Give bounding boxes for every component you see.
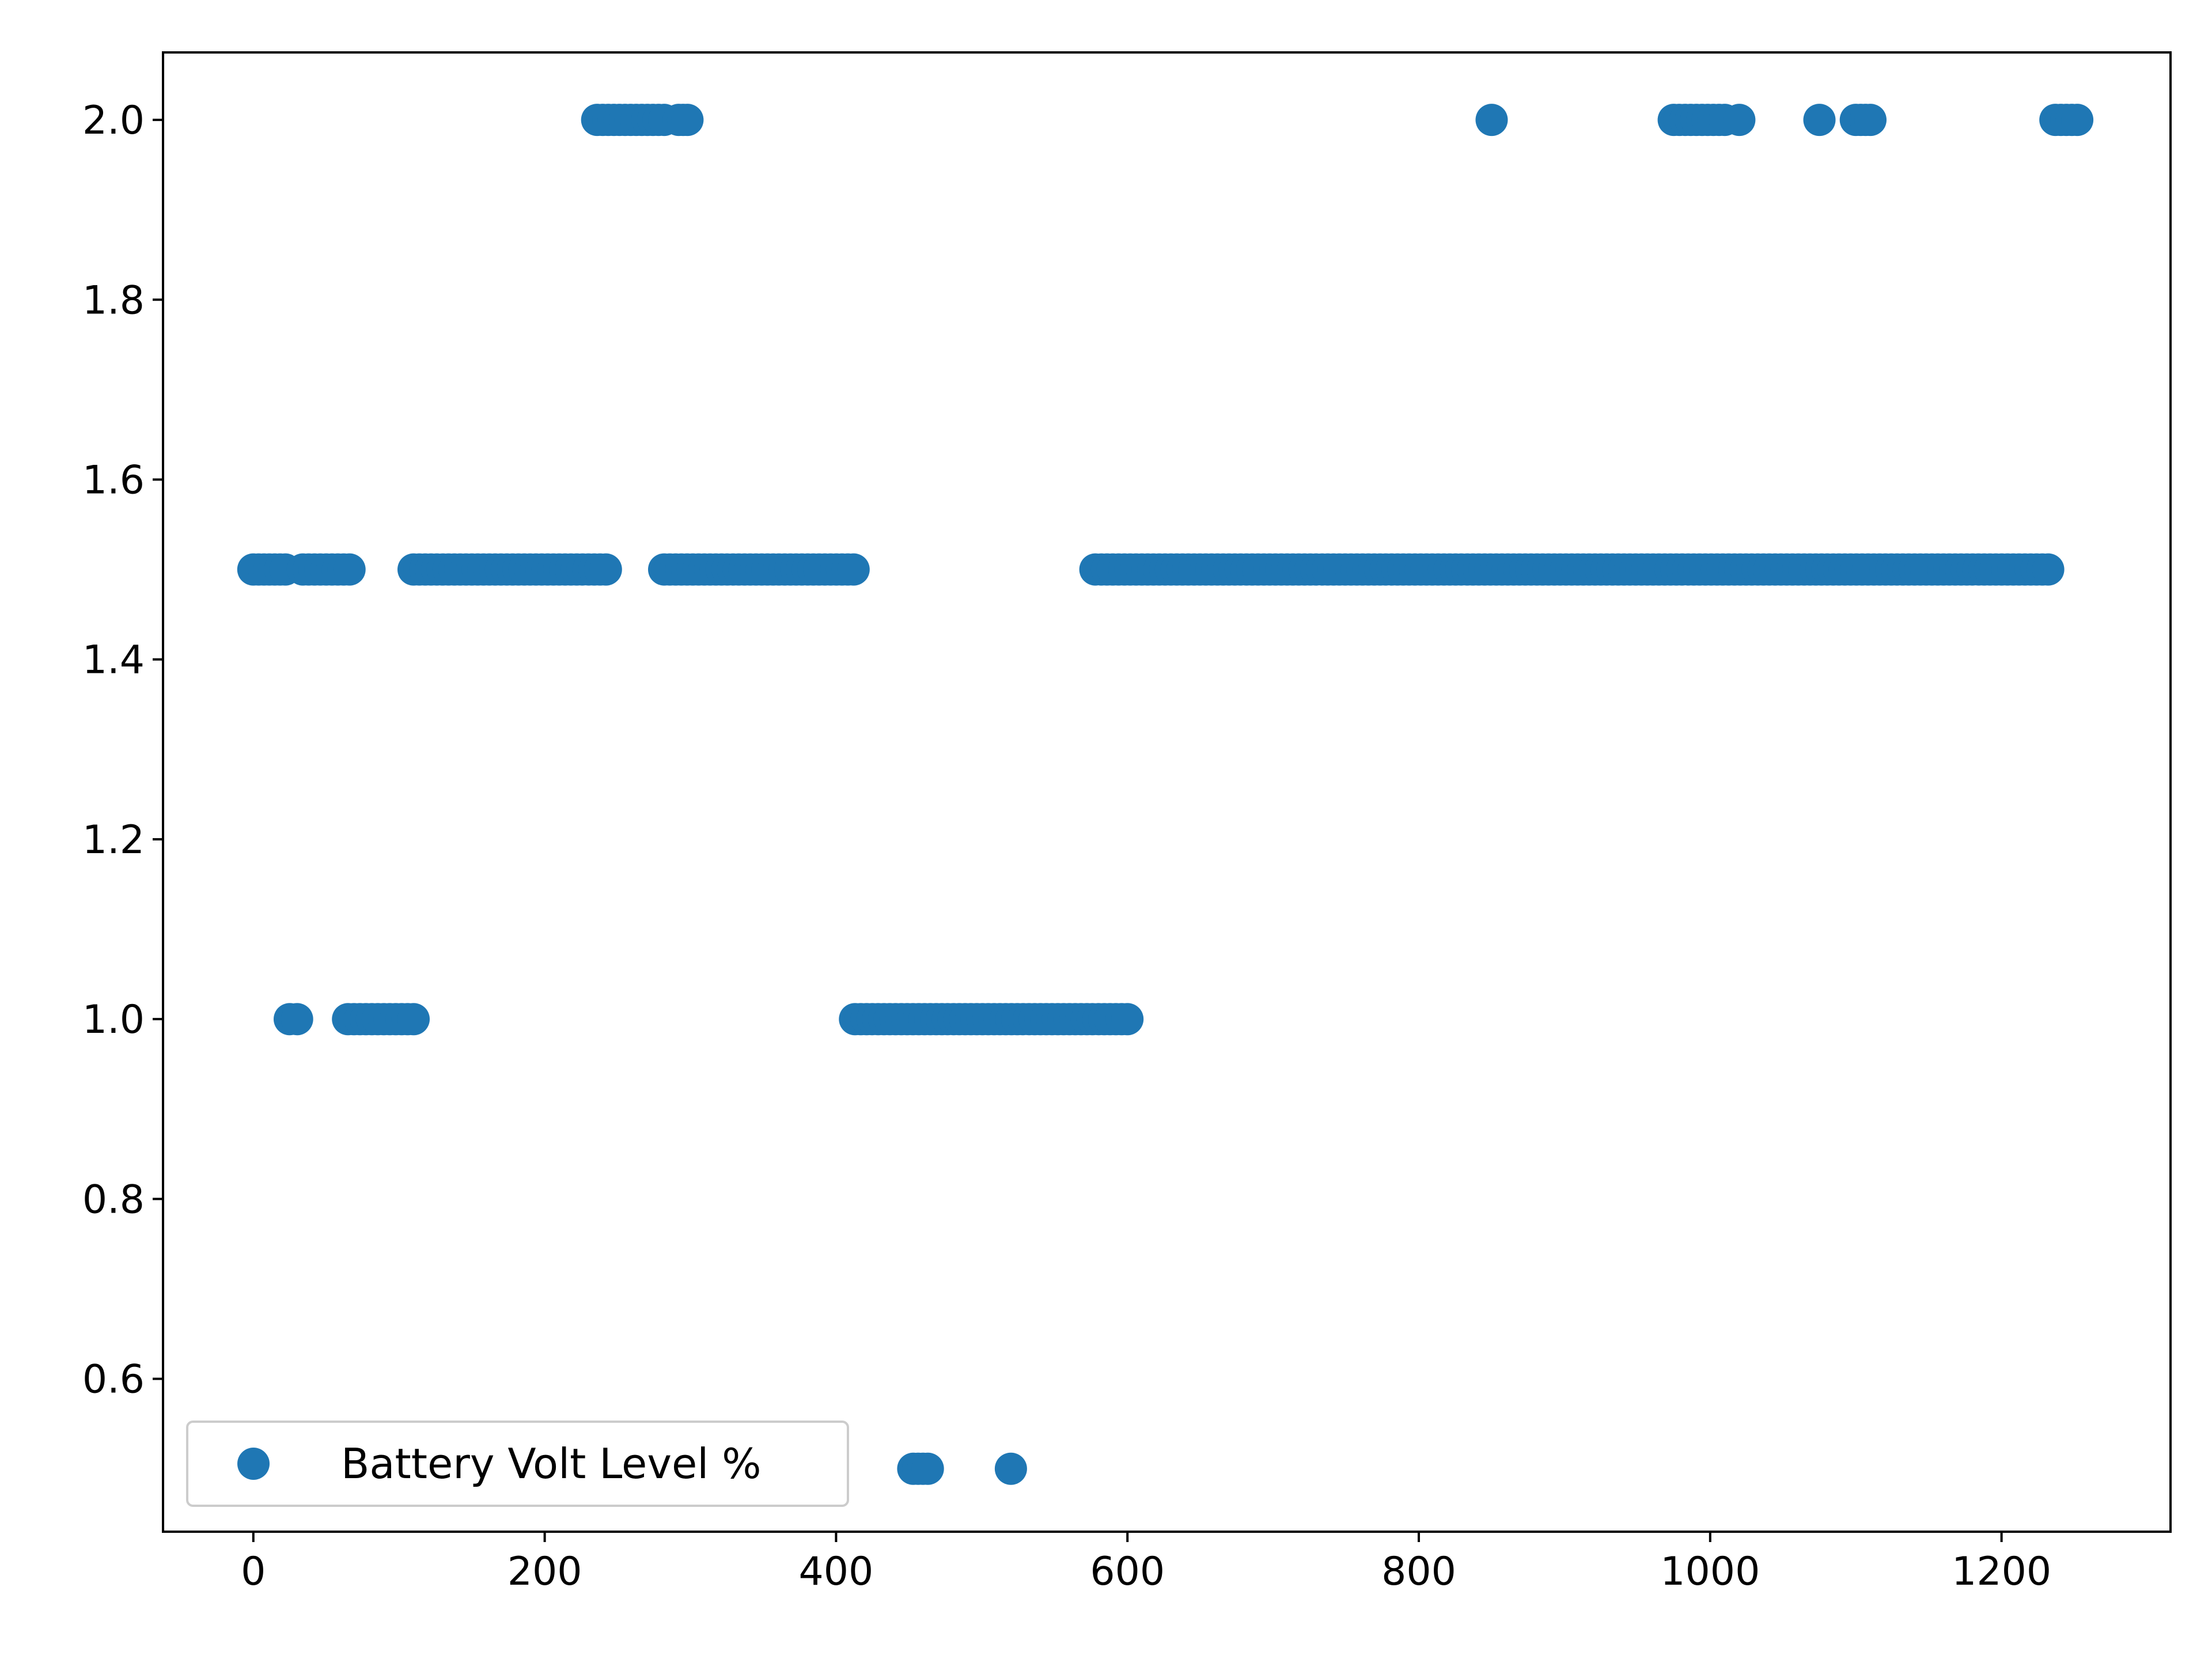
legend-box: [186, 1421, 849, 1507]
x-tick-label: 1000: [1660, 1549, 1760, 1594]
data-point: [2032, 553, 2065, 586]
data-points: [237, 104, 2094, 1485]
legend-label: Battery Volt Level %: [341, 1440, 762, 1488]
data-point: [1854, 104, 1887, 137]
y-tick-label: 1.2: [82, 817, 145, 863]
data-point: [1803, 104, 1836, 137]
data-point: [994, 1452, 1027, 1485]
x-axis-ticks: 0 200 400 600 800 1000 1200: [241, 1532, 2051, 1594]
x-tick-label: 800: [1381, 1549, 1456, 1594]
x-tick-label: 400: [799, 1549, 874, 1594]
data-point: [1111, 1003, 1144, 1036]
data-point: [671, 104, 704, 137]
x-tick-label: 600: [1090, 1549, 1165, 1594]
y-tick-label: 1.4: [82, 638, 145, 683]
x-tick-label: 200: [507, 1549, 582, 1594]
data-point: [1475, 104, 1508, 137]
x-tick-label: 0: [241, 1549, 266, 1594]
y-tick-label: 0.8: [82, 1177, 145, 1222]
y-tick-label: 2.0: [82, 98, 145, 143]
y-axis-ticks: 0.6 0.8 1.0 1.2 1.4 1.6 1.8 2.0: [82, 98, 163, 1403]
legend-marker: [237, 1448, 270, 1480]
plot-frame: [162, 51, 2172, 1533]
data-point: [397, 1003, 430, 1036]
data-point: [333, 553, 366, 586]
data-point: [281, 1003, 313, 1036]
data-point: [589, 553, 622, 586]
legend: Battery Volt Level %: [186, 1421, 849, 1507]
data-point: [837, 553, 870, 586]
y-tick-label: 1.0: [82, 997, 145, 1043]
y-tick-label: 0.6: [82, 1357, 145, 1403]
data-point: [911, 1452, 944, 1485]
y-tick-label: 1.8: [82, 278, 145, 323]
data-point: [2061, 104, 2094, 137]
x-tick-label: 1200: [1952, 1549, 2051, 1594]
data-point: [1723, 104, 1756, 137]
y-tick-label: 1.6: [82, 458, 145, 503]
